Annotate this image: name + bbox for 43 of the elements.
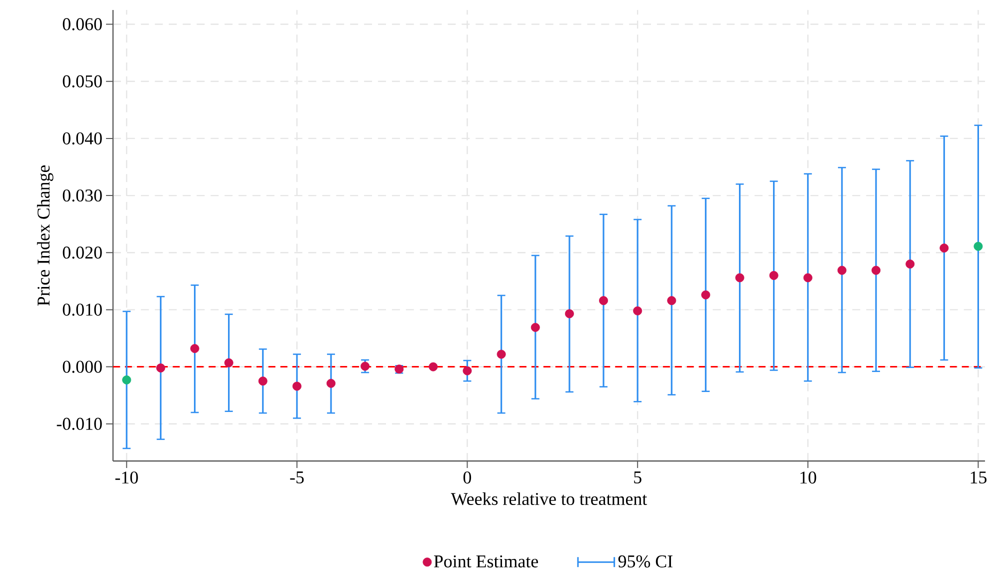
point <box>564 309 574 318</box>
point <box>667 296 676 306</box>
x-tick-label: 0 <box>463 472 472 484</box>
y-tick-label: 0.040 <box>62 132 102 145</box>
point <box>769 271 778 280</box>
y-tick-label: 0.020 <box>62 246 102 259</box>
point <box>837 266 846 275</box>
y-tick-label: -0.010 <box>56 418 102 430</box>
point <box>326 378 336 388</box>
y-tick-label: 0.050 <box>62 75 102 88</box>
point <box>633 306 642 316</box>
point <box>599 296 608 306</box>
x-axis-title: Weeks relative to treatment <box>450 492 648 506</box>
point <box>803 273 812 282</box>
point <box>462 366 472 376</box>
y-tick-label: 0.000 <box>62 360 102 373</box>
point <box>258 376 268 386</box>
y-axis-title: Price Index Change <box>37 166 54 306</box>
x-tick-label: 15 <box>970 472 986 484</box>
point <box>360 362 370 371</box>
point <box>224 358 234 368</box>
x-tick-label: -10 <box>115 472 138 484</box>
x-tick-label: -5 <box>290 472 304 484</box>
point <box>428 362 438 372</box>
y-tick-label: 0.030 <box>62 190 102 202</box>
legend-label: Point Estimate <box>434 556 538 568</box>
x-tick-label: 5 <box>634 472 642 484</box>
legend-label: 95% CI <box>618 555 672 568</box>
x-tick-label: 10 <box>800 472 816 484</box>
point <box>940 244 949 253</box>
point <box>292 382 302 391</box>
point <box>496 350 506 359</box>
y-tick-label: 0.060 <box>62 18 102 30</box>
point <box>156 364 166 373</box>
y-tick-label: 0.010 <box>62 304 102 316</box>
point <box>701 290 710 300</box>
point <box>190 344 200 354</box>
point <box>974 242 983 251</box>
point <box>735 273 744 282</box>
point <box>122 376 132 385</box>
point <box>530 323 540 332</box>
point <box>872 266 880 275</box>
point <box>906 260 915 269</box>
